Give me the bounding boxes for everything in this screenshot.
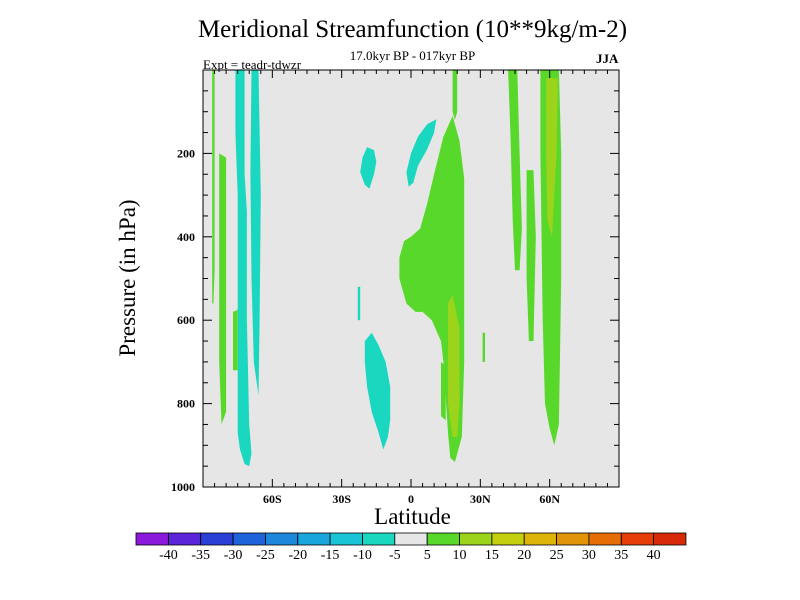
x-tick-label: 60N [539,492,560,506]
colorbar-swatch [200,532,234,546]
colorbar-label: -20 [288,548,307,563]
colorbar-label: 40 [647,548,661,563]
x-tick-label: 60S [263,492,282,506]
colorbar-swatch [556,532,590,546]
y-tick-label: 600 [177,313,195,327]
colorbar-swatch [653,532,687,546]
contour-region [482,332,485,362]
x-tick-label: 30N [470,492,491,506]
y-tick-label: 1000 [171,480,195,494]
colorbar-label: 15 [485,548,499,563]
colorbar-swatch [264,532,299,546]
colorbar-swatch [362,532,396,546]
contour-region [441,361,446,421]
colorbar-label: -5 [389,548,401,563]
chart-subtitle: 17.0kyr BP - 017kyr BP [349,48,476,63]
contour-region [452,70,458,120]
colorbar-swatch [394,532,428,546]
colorbar-label: 10 [453,548,467,563]
colorbar-swatch [523,532,557,546]
x-tick-label: 30S [332,492,351,506]
x-tick-label: 0 [408,492,414,506]
contour-region [219,153,227,425]
y-tick-label: 400 [177,230,195,244]
colorbar-swatch [232,532,266,546]
chart-title: Meridional Streamfunction (10**9kg/m-2) [197,16,628,43]
contour-region [526,170,536,342]
y-tick-label: 200 [177,146,195,160]
experiment-label: Expt = teadr-tdwzr [203,57,302,72]
colorbar-swatch [135,532,169,546]
contour-region [357,286,361,321]
contour-region [364,332,391,450]
colorbar-label: 20 [517,548,531,563]
colorbar-swatch [620,532,655,546]
colorbar-swatch [297,532,331,546]
contour-region [250,70,261,396]
colorbar-label: -15 [321,548,340,563]
contour-region [235,70,252,467]
contour-region [406,119,437,187]
y-tick-label: 800 [177,397,195,411]
colorbar-label: -35 [191,548,210,563]
x-axis-label: Latitude [374,504,451,529]
y-axis-label: Pressure (in hPa) [115,199,140,357]
contour-region [546,78,558,237]
colorbar-label: 5 [424,548,431,563]
colorbar-label: -10 [353,548,372,563]
colorbar-label: -40 [159,548,178,563]
contour-region [448,295,460,437]
colorbar-swatch [588,532,622,546]
colorbar-swatch [491,532,525,546]
colorbar-swatch [426,532,460,546]
season-label: JJA [596,51,619,66]
colorbar-swatch [329,532,363,546]
colorbar-swatch [167,532,202,546]
colorbar-label: 25 [550,548,564,563]
colorbar-label: 30 [582,548,596,563]
contour-region [233,309,238,371]
contour-region [212,70,215,304]
contour-region [360,147,377,189]
colorbar-label: -25 [256,548,275,563]
colorbar-swatch [459,532,493,546]
contour-region [508,70,522,271]
colorbar-label: -30 [224,548,243,563]
colorbar-label: 35 [614,548,628,563]
